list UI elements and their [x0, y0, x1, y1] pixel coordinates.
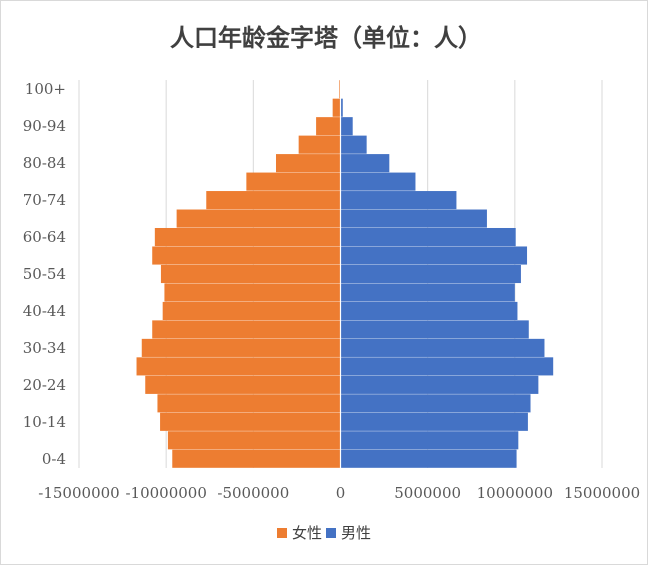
female-bar — [298, 135, 341, 154]
y-tick-label: 70-74 — [23, 191, 66, 209]
legend-swatch-female — [276, 527, 287, 538]
legend-item-female: 女性 — [276, 522, 322, 543]
female-bar — [154, 227, 341, 247]
legend-item-male: 男性 — [326, 522, 371, 543]
x-tick-label: -15000000 — [38, 484, 119, 502]
legend: 女性 男性 — [0, 522, 648, 543]
x-tick-label: 0 — [336, 484, 346, 502]
y-tick-label: 20-24 — [23, 376, 66, 394]
x-tick-label: 10000000 — [477, 484, 553, 502]
x-tick-label: 15000000 — [564, 484, 640, 502]
female-bar — [332, 98, 341, 117]
male-bar — [340, 135, 367, 154]
male-bar — [340, 209, 487, 228]
female-bar — [176, 209, 341, 228]
male-bar — [340, 431, 519, 450]
male-bar — [340, 412, 528, 431]
female-bar — [136, 357, 341, 376]
y-tick-label: 10-14 — [23, 413, 66, 431]
y-tick-label: 50-54 — [23, 265, 66, 283]
female-bar — [162, 301, 341, 321]
male-bar — [340, 449, 517, 468]
male-bar — [340, 117, 353, 136]
female-bar — [316, 117, 341, 136]
female-bar — [152, 320, 341, 339]
female-bar — [141, 338, 341, 357]
female-bar — [167, 431, 341, 450]
male-bar — [340, 394, 531, 413]
male-bar — [340, 98, 343, 117]
y-tick-label: 60-64 — [23, 228, 66, 246]
male-bar — [340, 154, 390, 173]
male-bar — [340, 172, 416, 191]
male-bar — [340, 227, 516, 247]
female-bar — [160, 412, 341, 431]
male-bar — [340, 246, 528, 265]
x-tick-label: -5000000 — [217, 484, 289, 502]
y-tick-label: 0-4 — [42, 450, 66, 468]
legend-swatch-male — [326, 527, 336, 538]
female-bar — [206, 191, 341, 210]
female-bar — [172, 449, 341, 468]
y-tick-label: 80-84 — [23, 154, 66, 172]
male-bar — [340, 320, 529, 339]
female-bar — [339, 80, 341, 99]
male-bar — [340, 375, 539, 394]
legend-label-female: 女性 — [291, 524, 322, 542]
y-tick-label: 30-34 — [23, 339, 66, 357]
female-bar — [157, 394, 341, 413]
x-tick-label: 5000000 — [394, 484, 461, 502]
female-bar — [164, 283, 341, 302]
y-tick-label: 100+ — [25, 80, 66, 98]
male-bar — [340, 283, 515, 302]
female-bar — [152, 246, 341, 265]
male-bar — [340, 338, 545, 357]
y-tick-label: 90-94 — [23, 117, 66, 135]
chart-title: 人口年龄金字塔（单位：人） — [170, 23, 482, 52]
male-bar — [340, 357, 554, 376]
y-tick-label: 40-44 — [23, 302, 66, 320]
legend-label-male: 男性 — [341, 524, 372, 542]
male-bar — [340, 301, 518, 321]
x-tick-label: -10000000 — [125, 484, 206, 502]
female-bar — [246, 172, 341, 191]
female-bar — [160, 264, 341, 284]
male-bar — [340, 264, 521, 284]
female-bar — [145, 375, 341, 394]
male-bar — [340, 191, 457, 210]
female-bar — [275, 154, 341, 173]
